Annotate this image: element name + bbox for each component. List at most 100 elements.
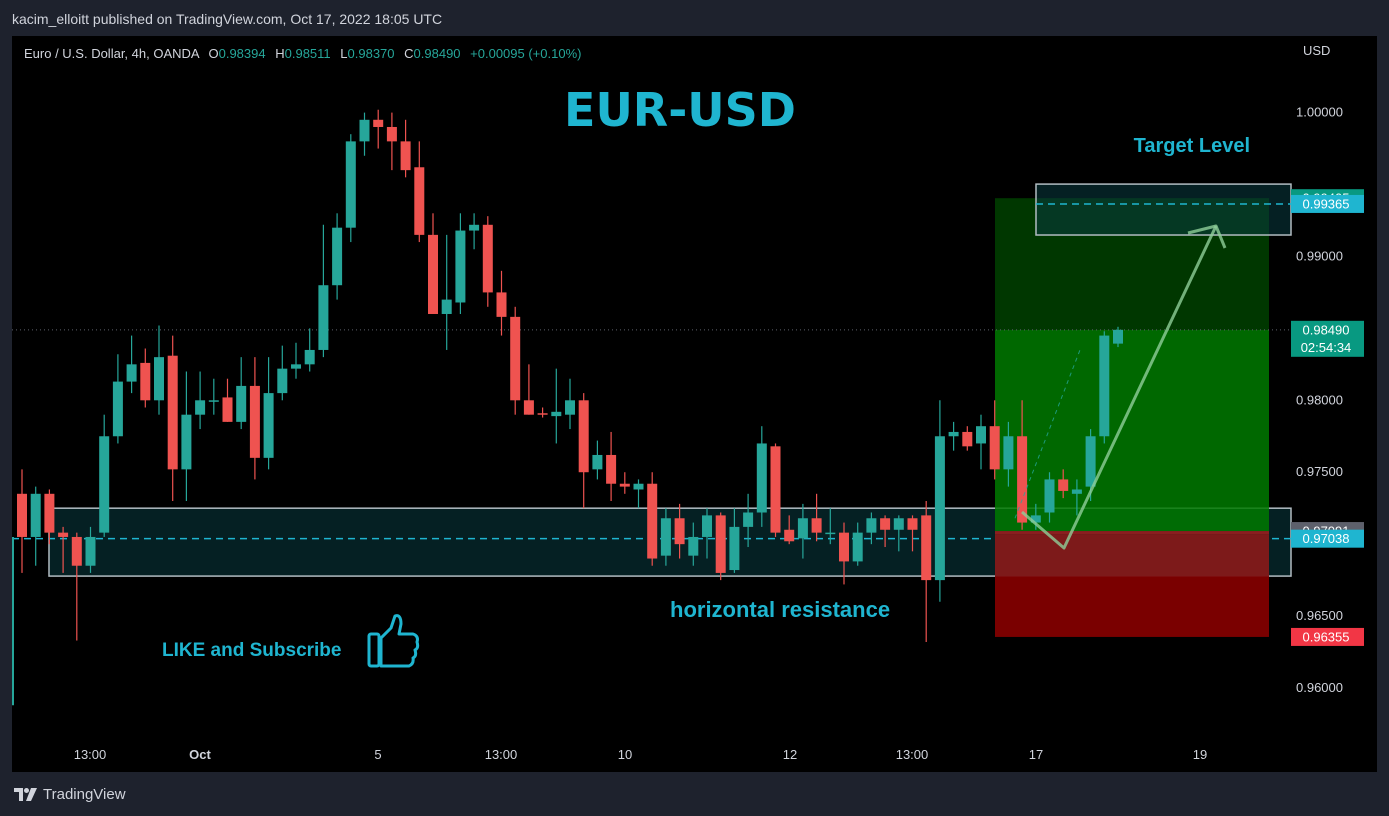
x-tick-label: 17	[1029, 747, 1043, 762]
thumbs-up-hand	[379, 614, 420, 668]
candle-body	[428, 234, 438, 314]
candle-body	[386, 126, 397, 142]
candle-body	[126, 364, 137, 382]
open-key: O	[208, 46, 219, 61]
target-level-label: Target Level	[1134, 135, 1250, 157]
price-label-text: 0.99365	[1303, 196, 1350, 211]
candle-body	[318, 285, 329, 350]
candle-body	[866, 518, 877, 533]
candle-body	[1085, 436, 1096, 487]
candle-body	[551, 411, 562, 417]
ohlc-legend: Euro / U.S. Dollar, 4h, OANDA O0.98394 H…	[24, 46, 581, 61]
trend-dash-line	[1014, 349, 1081, 519]
x-tick-label: 13:00	[74, 747, 107, 762]
candle-body	[839, 532, 849, 562]
horizontal-resistance-label: horizontal resistance	[670, 597, 890, 622]
current-price-text: 0.98490	[1303, 322, 1350, 337]
candle-body	[880, 518, 891, 530]
tradingview-logo[interactable]: TradingView	[14, 786, 126, 803]
candle-body	[811, 518, 822, 533]
candle-body	[263, 393, 274, 458]
candle-body	[496, 292, 507, 317]
candle-body	[140, 362, 151, 401]
candle-body	[948, 431, 959, 437]
candle-body	[400, 141, 411, 171]
candle-body	[249, 385, 260, 458]
y-tick-label: 0.98000	[1296, 392, 1343, 407]
y-tick-label: 0.97500	[1296, 464, 1343, 479]
low-value: 0.98370	[347, 46, 395, 61]
candle-body	[345, 141, 356, 228]
candle-body	[414, 167, 425, 235]
candle-body	[756, 443, 767, 513]
candle-body	[537, 413, 548, 415]
open-value: 0.98394	[218, 46, 266, 61]
candle-body	[674, 518, 685, 545]
candle-body	[332, 227, 343, 286]
chart-panel[interactable]: EUR-USD Target Level horizontal resistance…	[12, 36, 1377, 772]
candle-body	[852, 532, 863, 562]
candle-body	[606, 454, 617, 484]
candle-body	[71, 536, 82, 566]
candle-body	[441, 299, 452, 314]
price-label-text: 0.97038	[1303, 531, 1350, 546]
publish-info: kacim_elloitt published on TradingView.c…	[12, 11, 443, 27]
candle-body	[1113, 329, 1123, 344]
candle-body	[907, 518, 918, 530]
thumbs-up-cuff	[367, 632, 381, 668]
x-tick-label: 5	[374, 747, 381, 762]
candle-body	[1003, 436, 1014, 470]
candle-body	[633, 483, 644, 490]
price-label-box	[1291, 194, 1364, 213]
price-label-box	[1291, 627, 1364, 646]
entry-separator	[995, 531, 1269, 535]
loss-zone	[995, 576, 1269, 637]
candle-body	[181, 414, 192, 470]
candle-body	[1044, 479, 1055, 513]
tradingview-logo-icon	[14, 787, 37, 801]
candle-body	[455, 230, 466, 303]
top-bar: kacim_elloitt published on TradingView.c…	[0, 0, 1389, 36]
symbol-label[interactable]: Euro / U.S. Dollar, 4h, OANDA	[24, 46, 199, 61]
high-value: 0.98511	[284, 46, 331, 61]
candle-body	[277, 368, 288, 394]
chart-canvas[interactable]: EUR-USD Target Level horizontal resistance…	[12, 36, 1377, 772]
target-zone	[1035, 183, 1292, 236]
close-value: 0.98490	[413, 46, 461, 61]
candle-body	[1017, 436, 1028, 523]
candle-body	[702, 515, 712, 537]
footer-bar: TradingView	[0, 772, 1389, 816]
change-value: +0.00095 (+0.10%)	[470, 46, 582, 61]
candle-body	[729, 526, 740, 571]
candle-body	[592, 454, 603, 470]
candle-body	[44, 493, 55, 533]
currency-label: USD	[1303, 43, 1330, 58]
candle-body	[797, 518, 808, 539]
price-label-box	[1291, 529, 1364, 548]
y-tick-label: 0.96000	[1296, 680, 1343, 695]
high-key: H	[275, 46, 285, 61]
y-tick-label: 0.99000	[1296, 248, 1343, 263]
projection-arrow-head	[1187, 224, 1227, 249]
x-tick-label: 19	[1193, 747, 1207, 762]
candle-body	[359, 119, 370, 142]
candle-body	[893, 518, 904, 530]
candle-body	[715, 515, 726, 573]
candle-body	[934, 436, 945, 581]
x-tick-label: 12	[783, 747, 797, 762]
tradingview-brand: TradingView	[43, 786, 126, 803]
candle-body	[154, 357, 164, 401]
candle-body	[1058, 479, 1069, 491]
candle-body	[784, 529, 795, 542]
candle-body	[976, 426, 986, 444]
candle-body	[85, 536, 96, 566]
candle-body	[30, 493, 41, 537]
candle-body	[291, 364, 301, 369]
candle-body	[619, 483, 630, 487]
projection-arrow	[1021, 225, 1218, 550]
candle-body	[373, 119, 384, 127]
candle-body	[989, 426, 1000, 470]
candle-body	[99, 436, 110, 533]
candle-body	[921, 515, 932, 581]
candle-body	[17, 493, 27, 537]
